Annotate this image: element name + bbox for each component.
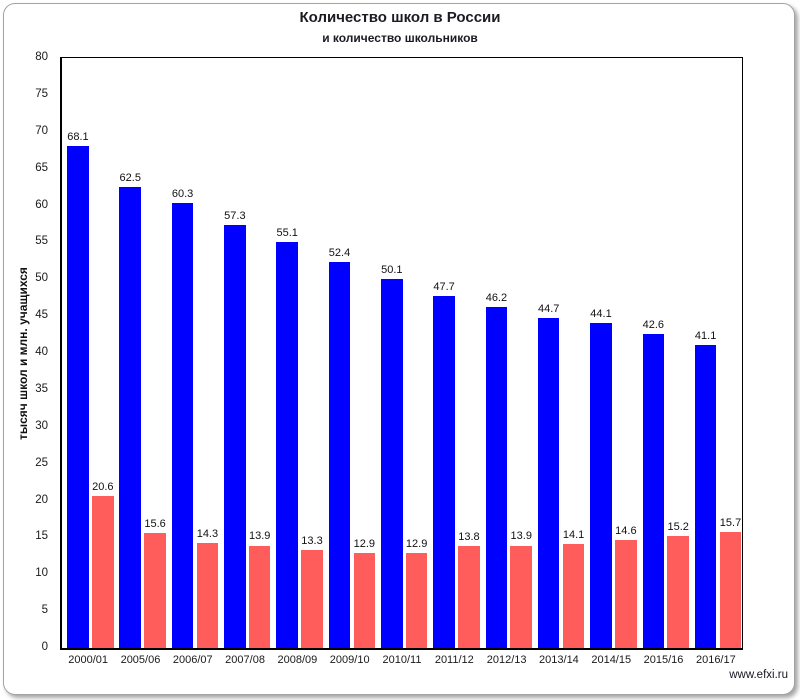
y-tick-label: 45: [35, 309, 48, 322]
chart-title: Количество школ в России: [299, 9, 501, 26]
bar-value-label: 12.9: [405, 537, 428, 550]
bar-value-label: 13.9: [510, 530, 532, 543]
bar-value-label: 57.3: [224, 210, 246, 223]
bar-value-label: 14.6: [615, 525, 637, 538]
bar-value-label: 44.1: [590, 307, 612, 320]
bar-students: [458, 546, 480, 648]
bar-schools: [537, 318, 560, 648]
bar-value-label: 44.7: [538, 303, 560, 316]
bar-schools: [67, 145, 89, 648]
bar-value-label: 62.5: [119, 172, 141, 185]
bar-students: [248, 545, 271, 648]
plot-area: 68.1 62.5 60.3 57.3 55.1 52.4 50.1 47.7 46.2 44.7…: [60, 57, 743, 650]
bar-value-label: 13.3: [301, 534, 323, 547]
bar-schools: [381, 278, 403, 648]
y-tick-label: 65: [35, 161, 48, 174]
y-tick-label: 40: [35, 346, 48, 358]
bar-value-label: 41.1: [694, 329, 717, 342]
x-tick-label: 2012/13: [486, 654, 527, 666]
bar-value-label: 47.7: [433, 281, 455, 294]
bar-value-label: 20.6: [92, 481, 114, 494]
bar-students: [144, 532, 166, 648]
bar-students: [196, 542, 219, 648]
x-tick-label: 2007/08: [225, 654, 265, 666]
bar-value-label: 52.4: [328, 246, 351, 259]
bar-schools: [276, 241, 298, 648]
bar-schools: [433, 296, 455, 648]
bar-students: [615, 540, 637, 648]
bar-value-label: 68.1: [67, 130, 89, 143]
x-tick-label: 2010/11: [382, 654, 422, 666]
x-tick-label: 2014/15: [591, 654, 632, 666]
bar-students: [562, 544, 585, 648]
x-axis-labels: 2000/01 2005/06 2006/07 2007/08 2008/09 2009/…: [62, 654, 742, 670]
bar-schools: [590, 322, 612, 648]
bar-value-label: 12.9: [353, 537, 376, 550]
bar-value-label: 15.6: [144, 517, 166, 530]
y-tick-label: 70: [35, 124, 48, 137]
y-tick-label: 50: [35, 272, 48, 285]
bar-students: [719, 532, 742, 648]
x-tick-label: 2011/12: [434, 654, 474, 666]
x-tick-label: 2000/01: [68, 654, 109, 666]
bar-schools: [694, 344, 717, 648]
y-tick-label: 75: [35, 87, 48, 100]
y-tick-label: 15: [35, 530, 48, 543]
bar-students: [301, 549, 323, 648]
bar-students: [667, 535, 689, 648]
bar-value-label: 46.2: [485, 292, 508, 305]
bar-value-label: 14.1: [562, 529, 585, 541]
bar-value-label: 13.9: [249, 530, 271, 543]
bar-value-label: 50.1: [381, 263, 403, 276]
y-axis-ticks: 0 5 10 15 20 25 30 35 40 45 50 55 60 65 70 75 80: [0, 51, 54, 653]
y-tick-label: 20: [35, 493, 48, 506]
x-tick-label: 2006/07: [172, 654, 213, 666]
y-tick-label: 25: [35, 456, 48, 469]
x-tick-label: 2013/14: [539, 654, 579, 666]
y-tick-label: 5: [41, 604, 48, 617]
x-tick-label: 2015/16: [643, 654, 684, 666]
bar-value-label: 55.1: [276, 226, 298, 239]
chart-subtitle: и количество школьников: [322, 31, 478, 45]
bar-value-label: 13.8: [458, 531, 480, 544]
bar-value-label: 14.3: [196, 527, 219, 540]
y-tick-label: 55: [35, 235, 48, 248]
y-tick-label: 60: [35, 198, 48, 211]
bar-students: [353, 552, 376, 648]
bar-schools: [642, 333, 665, 648]
y-tick-label: 30: [35, 419, 48, 432]
bar-value-label: 15.2: [667, 520, 689, 533]
bar-schools: [171, 203, 194, 648]
y-tick-label: 80: [35, 51, 48, 63]
y-tick-label: 0: [41, 641, 48, 653]
x-tick-label: 2005/06: [120, 654, 161, 666]
bar-schools: [328, 261, 351, 648]
bar-students: [405, 552, 428, 648]
bar-schools: [485, 307, 508, 648]
x-tick-label: 2008/09: [277, 654, 318, 666]
bar-students: [92, 496, 114, 648]
bar-schools: [119, 187, 142, 648]
bar-value-label: 42.6: [642, 318, 665, 331]
x-tick-label: 2009/10: [329, 654, 370, 666]
bar-value-label: 60.3: [171, 188, 194, 201]
bar-value-label: 15.7: [719, 517, 742, 530]
watermark-text: www.efxi.ru: [729, 669, 788, 681]
bar-students: [510, 545, 533, 648]
bar-schools: [224, 225, 246, 648]
y-tick-label: 35: [35, 382, 48, 395]
y-tick-label: 10: [35, 567, 48, 580]
x-tick-label: 2016/17: [695, 654, 736, 666]
